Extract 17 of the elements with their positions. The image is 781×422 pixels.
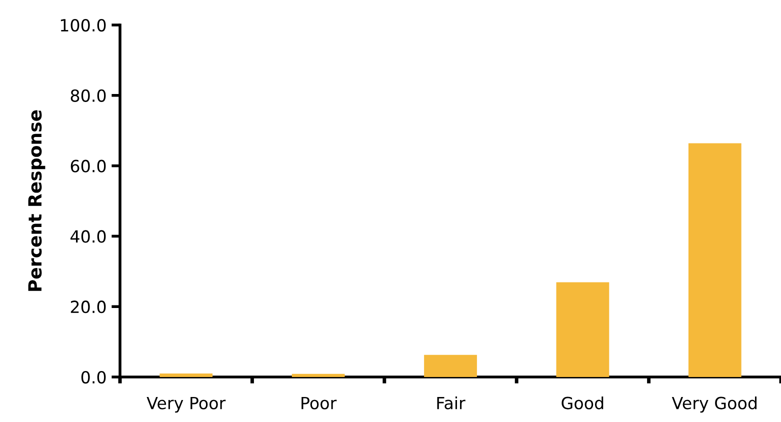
bar: [688, 143, 742, 377]
bar: [160, 373, 213, 377]
y-tick-label: 40.0: [70, 230, 106, 243]
x-tick-label: Poor: [302, 396, 337, 410]
y-tick-label: 100.0: [60, 18, 106, 32]
bar: [556, 282, 610, 377]
x-tick-label: Good: [562, 396, 604, 410]
y-tick-label: 20.0: [70, 300, 106, 314]
y-axis-title: Percent Response: [28, 110, 46, 291]
y-tick-label: 0.0: [81, 370, 106, 384]
x-tick-label: Fair: [437, 396, 466, 410]
y-tick-label: 60.0: [70, 160, 106, 172]
y-tick-label: 80.0: [70, 89, 106, 102]
bar: [424, 354, 477, 377]
bar: [292, 374, 345, 377]
x-tick-label: Very Poor: [146, 396, 226, 413]
x-tick-label: Very Good: [672, 396, 757, 413]
